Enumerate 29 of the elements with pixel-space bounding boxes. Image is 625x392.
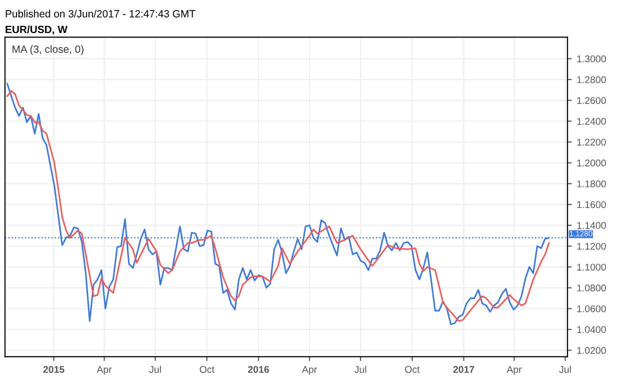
y-tick-label: 1.3000 [577,55,606,62]
y-tick-label: 1.2600 [577,97,606,104]
x-tick-label: Jul [354,366,366,373]
y-tick-label: 1.0800 [577,284,606,292]
chart-subtitle: EUR/USD, W [6,25,68,35]
y-tick-label: 1.2200 [577,138,606,146]
x-tick-label: 2017 [453,366,474,373]
x-tick-label: Apr [506,366,522,375]
y-tick-label: 1.2000 [577,160,606,166]
y-tick-label: 1.1000 [577,264,606,271]
y-tick-label: 1.0400 [577,326,606,334]
x-tick-label: Oct [200,366,214,373]
x-tick-label: Jul [149,366,161,373]
x-tick-label: Oct [405,366,420,373]
y-tick-label: 1.2400 [577,118,606,125]
x-tick-label: 2015 [43,366,64,373]
x-tick-label: Apr [302,366,317,375]
y-tick-label: 1.1600 [577,201,606,208]
y-tick-label: 1.2800 [577,76,606,84]
y-tick-label: 1.0600 [577,305,606,312]
x-tick-label: Apr [96,366,112,375]
chart-title: Published on 3/Jun/2017 - 12:47:43 GMT [6,10,196,18]
y-tick-label: 1.1400 [577,222,606,229]
annotation: MA (3, close, 0) [12,45,84,55]
y-tick-label: 1.1200 [577,242,606,250]
x-tick-label: 2016 [248,366,269,373]
x-tick-label: Jul [559,366,571,373]
y-tick-label: 1.0200 [577,347,606,354]
y-tick-label: 1.1800 [577,180,606,188]
